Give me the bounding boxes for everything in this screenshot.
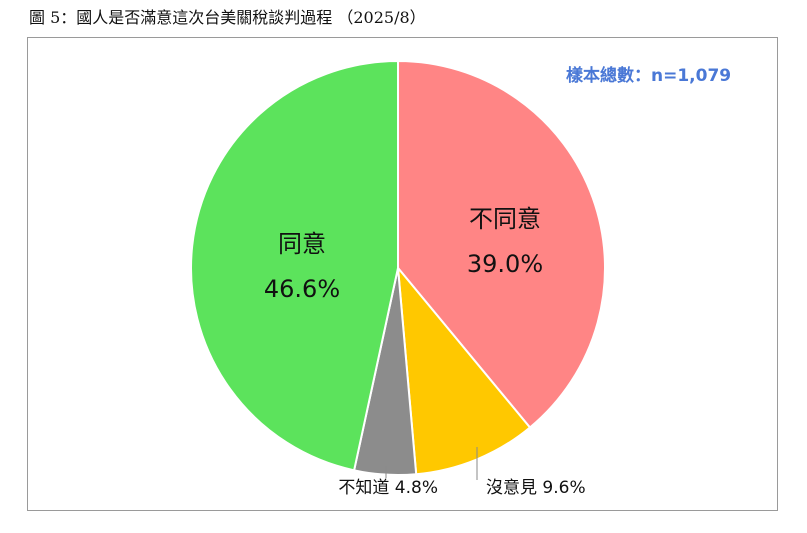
sample-size-label: 樣本總數：n=1,079 [566, 66, 732, 86]
pie-slice-4 [190, 60, 399, 472]
slice-outside-label-3: 不知道 4.8% [338, 478, 438, 498]
slice-value-label-1: 39.0% [467, 250, 543, 278]
slice-name-label-1: 不同意 [469, 205, 541, 233]
slice-outside-label-2: 沒意見 9.6% [486, 478, 586, 498]
pie-slice-1 [397, 60, 606, 429]
chart-frame [27, 37, 778, 511]
slice-labels: 不同意 39.0% 沒意見 9.6% 不知道 4.8% 同意 46.6% [264, 205, 586, 498]
slice-name-label-4: 同意 [278, 230, 326, 258]
pie-slices [190, 60, 606, 476]
figure-title: 圖 5：國人是否滿意這次台美關稅談判過程 （2025/8） [29, 8, 426, 27]
leader-lines [385, 447, 478, 480]
slice-value-label-4: 46.6% [264, 275, 340, 303]
